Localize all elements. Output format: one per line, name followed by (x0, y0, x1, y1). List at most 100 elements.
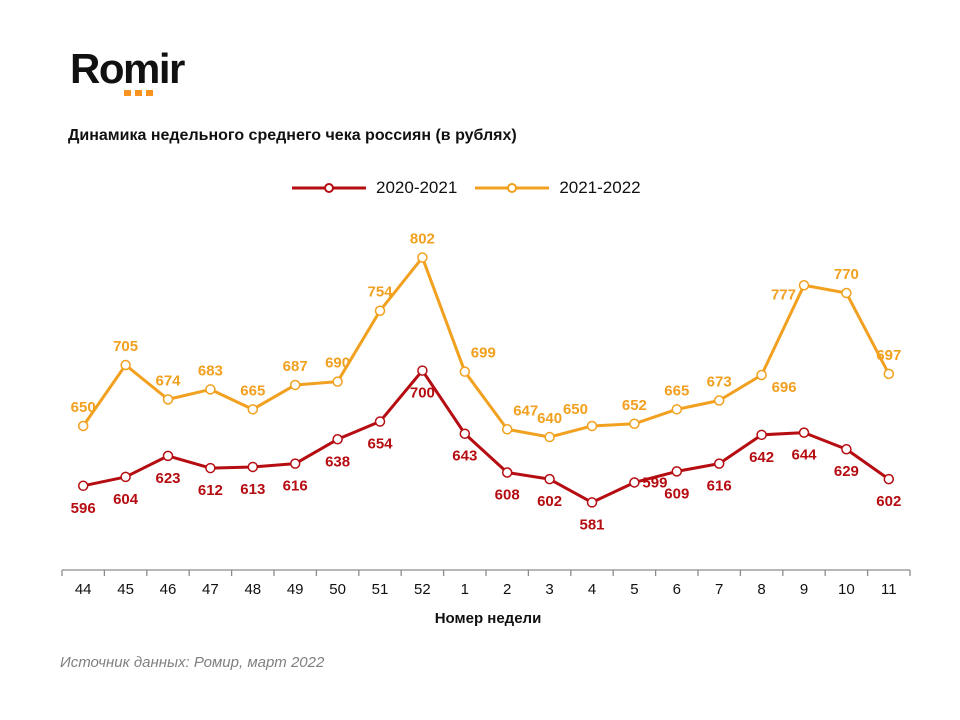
x-tick-label: 2 (503, 581, 511, 598)
x-tick-label: 46 (160, 581, 177, 598)
data-label: 609 (664, 485, 689, 502)
data-label: 699 (471, 345, 496, 362)
data-point (544, 473, 555, 485)
legend: 2020-2021 2021-2022 (292, 178, 659, 198)
x-tick-label: 6 (673, 581, 681, 598)
data-point (713, 458, 725, 469)
data-label: 683 (198, 362, 223, 379)
legend-marker-icon (475, 183, 550, 193)
data-point (544, 431, 555, 443)
data-label: 650 (71, 399, 96, 416)
data-label: 608 (495, 487, 520, 504)
data-label: 647 (513, 402, 538, 419)
data-label: 697 (876, 347, 901, 364)
data-point (162, 450, 174, 462)
x-tick-label: 45 (117, 581, 134, 598)
data-point (841, 287, 852, 299)
data-label: 690 (325, 355, 350, 372)
data-label: 665 (664, 382, 689, 399)
data-point (417, 365, 428, 376)
legend-item-2021-2022: 2021-2022 (475, 178, 641, 198)
legend-label: 2020-2021 (376, 178, 458, 197)
x-tick-label: 8 (757, 581, 765, 598)
data-label: 705 (113, 338, 138, 355)
x-tick-label: 49 (287, 581, 304, 598)
data-label: 777 (771, 286, 796, 303)
data-label: 581 (579, 516, 604, 533)
data-label: 654 (367, 436, 393, 453)
x-tick-label: 9 (800, 581, 808, 598)
x-tick-label: 47 (202, 581, 219, 598)
data-label: 700 (410, 385, 435, 402)
data-point (586, 497, 598, 508)
data-point (671, 404, 683, 415)
data-point (120, 471, 131, 483)
data-label: 602 (876, 493, 901, 510)
data-point (205, 384, 216, 395)
data-point (417, 252, 428, 263)
data-label: 644 (791, 447, 817, 464)
data-label: 754 (367, 284, 393, 301)
romir-logo: Romir (70, 45, 185, 92)
data-point (289, 458, 301, 469)
x-tick-label: 48 (244, 581, 261, 598)
x-tick-label: 51 (372, 581, 389, 598)
data-point (374, 305, 386, 316)
data-label: 613 (240, 481, 265, 498)
data-label: 638 (325, 453, 350, 470)
data-point (459, 366, 471, 377)
data-label: 640 (537, 410, 562, 427)
chart-title: Динамика недельного среднего чека россия… (68, 127, 517, 144)
x-tick-label: 11 (881, 581, 897, 598)
data-label: 629 (834, 463, 859, 480)
data-label: 673 (707, 373, 732, 390)
x-tick-label: 52 (414, 581, 431, 598)
data-label: 602 (537, 493, 562, 510)
x-tick-label: 3 (545, 581, 553, 598)
data-point (883, 473, 895, 485)
data-point (798, 427, 810, 438)
x-tick-label: 5 (630, 581, 638, 598)
data-point (332, 434, 343, 445)
data-label: 599 (642, 474, 667, 491)
data-label: 665 (240, 382, 265, 399)
data-point (162, 394, 174, 405)
data-point (629, 477, 640, 488)
data-label: 623 (155, 470, 180, 487)
data-point (756, 369, 767, 381)
x-tick-label: 4 (588, 581, 596, 598)
data-point (247, 404, 259, 415)
data-point (77, 420, 89, 432)
data-label: 652 (622, 397, 647, 414)
data-label: 650 (563, 401, 588, 418)
data-point (289, 379, 301, 391)
x-tick-label: 7 (715, 581, 723, 598)
data-point (756, 429, 767, 441)
x-tick-label: 1 (461, 581, 469, 598)
series-line-2020-2021 (82, 369, 890, 504)
data-point (374, 416, 386, 427)
data-point (120, 359, 131, 371)
data-point (501, 424, 513, 435)
data-label: 612 (198, 482, 223, 499)
data-point (841, 443, 852, 455)
data-label: 604 (113, 491, 139, 508)
data-label: 802 (410, 231, 435, 248)
data-point (798, 280, 810, 291)
data-point (671, 466, 683, 477)
data-point (501, 467, 513, 478)
logo-dots (124, 90, 153, 96)
data-point (247, 461, 259, 473)
data-label: 616 (283, 478, 308, 495)
data-point (713, 395, 725, 406)
legend-marker-icon (292, 183, 366, 193)
legend-label: 2021-2022 (559, 178, 641, 197)
data-label: 770 (834, 266, 859, 283)
data-point (586, 420, 598, 432)
data-label: 696 (772, 379, 797, 396)
data-point (459, 428, 471, 439)
series-line-2021-2022 (81, 256, 891, 439)
data-label: 643 (452, 448, 477, 465)
data-label: 674 (155, 372, 181, 389)
x-tick-label: 50 (329, 581, 346, 598)
